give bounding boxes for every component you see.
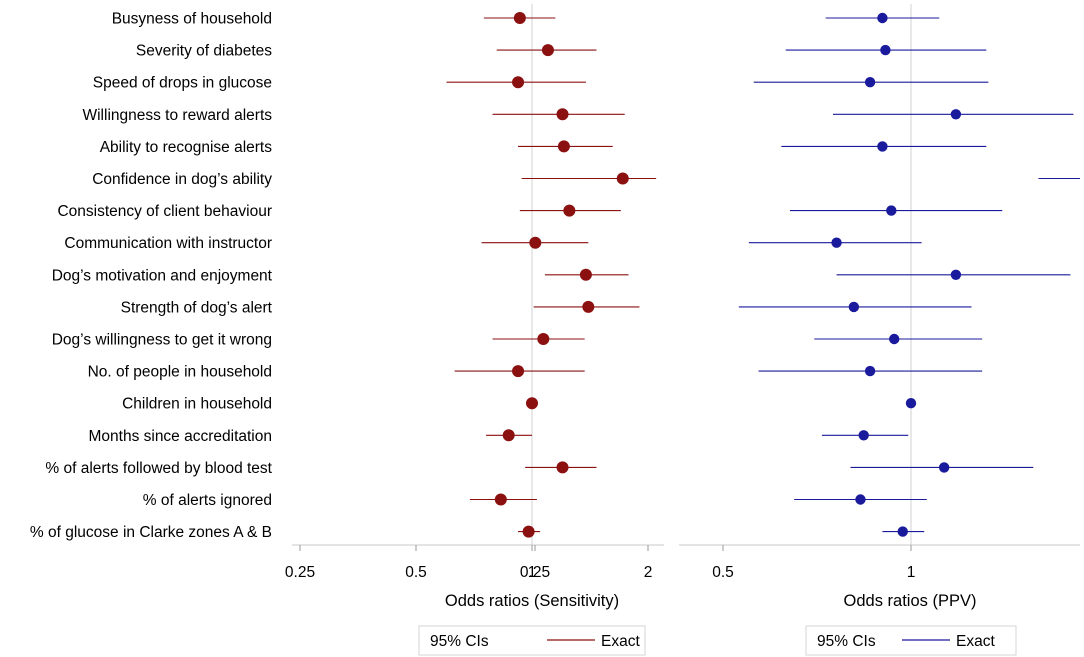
row-label: Months since accreditation [88,428,272,445]
point-estimate-sensitivity [616,172,629,185]
point-estimate-ppv [848,301,860,313]
point-estimate-sensitivity [512,76,525,89]
row-label: % of alerts followed by blood test [45,460,272,477]
point-estimate-sensitivity [541,44,554,57]
point-estimate-sensitivity [563,204,576,217]
point-estimate-sensitivity [579,268,592,281]
legend-title: 95% CIs [817,633,876,650]
row-label: Dog’s motivation and enjoyment [52,267,273,284]
point-estimate-ppv [855,494,866,505]
point-estimate-sensitivity [502,429,515,442]
point-estimate-sensitivity [557,140,570,153]
x-tick-label: 0.25 [520,564,550,581]
row-label: Dog’s willingness to get it wrong [52,332,272,349]
point-estimate-ppv [831,237,842,248]
point-estimate-sensitivity [556,108,569,121]
row-label: Strength of dog’s alert [121,299,273,316]
point-estimate-ppv [864,365,876,377]
legend-label: Exact [601,633,640,650]
legend-label: Exact [956,633,995,650]
point-estimate-ppv [905,398,917,409]
point-estimate-ppv [938,462,950,473]
legend-title: 95% CIs [430,633,489,650]
row-label: Busyness of household [112,11,272,28]
point-estimate-ppv [886,205,897,216]
x-axis-title: Odds ratios (PPV) [844,592,977,610]
x-tick-label: 2 [644,564,653,581]
point-estimate-ppv [864,77,876,88]
point-estimate-sensitivity [529,236,542,249]
point-estimate-ppv [877,12,888,24]
point-estimate-sensitivity [513,12,526,24]
row-label: Willingness to reward alerts [82,107,272,124]
point-estimate-sensitivity [522,525,535,538]
point-estimate-sensitivity [537,333,550,345]
row-label: Confidence in dog’s ability [92,171,272,188]
row-label: % of glucose in Clarke zones A & B [30,524,272,541]
point-estimate-ppv [880,44,891,56]
point-estimate-sensitivity [582,300,595,313]
x-tick-label: 0.25 [285,564,315,581]
point-estimate-ppv [897,526,908,537]
point-estimate-sensitivity [512,365,525,378]
x-axis-title: Odds ratios (Sensitivity) [445,592,619,610]
point-estimate-sensitivity [494,493,507,506]
row-label: Consistency of client behaviour [57,203,272,220]
point-estimate-ppv [889,333,900,345]
row-label: % of alerts ignored [143,492,272,509]
point-estimate-sensitivity [556,461,569,474]
x-tick-label: 0.5 [712,564,734,581]
legend-box [418,625,646,656]
point-estimate-ppv [877,141,888,152]
row-label: Speed of drops in glucose [93,75,272,92]
point-estimate-ppv [950,269,962,280]
x-tick-label: 1 [907,564,916,581]
point-estimate-ppv [858,430,869,441]
point-estimate-ppv [950,109,962,120]
row-label: Children in household [122,396,272,413]
x-tick-label: 1 [528,564,537,581]
x-tick-label: 0.5 [405,564,427,581]
point-estimate-sensitivity [526,397,538,410]
row-label: Communication with instructor [64,235,272,252]
row-label: Severity of diabetes [136,43,272,60]
row-label: No. of people in household [88,364,272,381]
row-label: Ability to recognise alerts [100,139,273,156]
